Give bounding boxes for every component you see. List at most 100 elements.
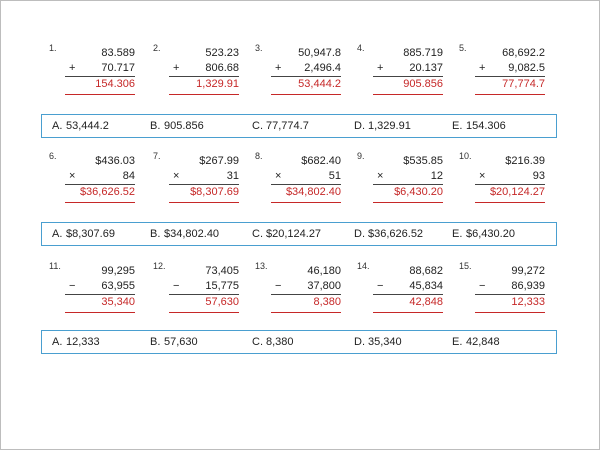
answer-underline bbox=[65, 94, 135, 95]
problem-number: 6. bbox=[49, 151, 57, 161]
answer-text: 77,774.7 bbox=[266, 120, 309, 132]
answer-text: $20,124.27 bbox=[266, 228, 322, 240]
answer-text: 35,340 bbox=[368, 336, 402, 348]
answer-text: $6,430.20 bbox=[466, 228, 515, 240]
problem-number: 12. bbox=[153, 261, 166, 271]
answer-underline bbox=[271, 202, 341, 203]
answer-underline bbox=[373, 94, 443, 95]
answer-text: 1,329.91 bbox=[368, 120, 411, 132]
answer-letter: E. bbox=[452, 336, 463, 348]
answer-value: 57,630 bbox=[205, 296, 239, 308]
sum-rule bbox=[475, 294, 545, 295]
answer-choice: C. 8,380 bbox=[252, 331, 294, 353]
answer-value: 905.856 bbox=[403, 78, 443, 90]
operand-bottom: 70.717 bbox=[101, 62, 135, 74]
problem: 7. $267.99 × 31 $8,307.69 bbox=[145, 151, 249, 213]
answer-text: $34,802.40 bbox=[164, 228, 220, 240]
problem: 12. 73,405 − 15,775 57,630 bbox=[145, 261, 249, 323]
sum-rule bbox=[169, 76, 239, 77]
operand-bottom: 12 bbox=[430, 170, 443, 182]
operand-bottom: 9,082.5 bbox=[508, 62, 545, 74]
operand-top: 68,692.2 bbox=[502, 47, 545, 59]
operand-top: 88,682 bbox=[409, 265, 443, 277]
operator-sign: − bbox=[275, 280, 282, 292]
sum-rule bbox=[271, 76, 341, 77]
operand-top: 83.589 bbox=[101, 47, 135, 59]
operand-top: 46,180 bbox=[307, 265, 341, 277]
answer-choice: D. 35,340 bbox=[354, 331, 402, 353]
operand-top: $436.03 bbox=[95, 155, 135, 167]
answer-choice: A. 12,333 bbox=[52, 331, 100, 353]
answer-choice: A. 53,444.2 bbox=[52, 115, 109, 137]
answer-letter: B. bbox=[150, 228, 161, 240]
problem: 14. 88,682 − 45,834 42,848 bbox=[349, 261, 453, 323]
answer-choice: E. 154.306 bbox=[452, 115, 506, 137]
operator-sign: − bbox=[479, 280, 486, 292]
answer-bank: A. 53,444.2 B. 905.856 C. 77,774.7 D. 1,329.91 E… bbox=[41, 114, 557, 138]
answer-value: $6,430.20 bbox=[394, 186, 443, 198]
problem-number: 4. bbox=[357, 43, 365, 53]
answer-underline bbox=[475, 202, 545, 203]
answer-value: 77,774.7 bbox=[502, 78, 545, 90]
operand-top: $535.85 bbox=[403, 155, 443, 167]
answer-letter: D. bbox=[354, 336, 365, 348]
operand-top: 99,295 bbox=[101, 265, 135, 277]
answer-choice: E. 42,848 bbox=[452, 331, 500, 353]
answer-underline bbox=[475, 94, 545, 95]
problem-row: 1. 83.589 +70.717 154.306 2. 523.23 +806.68 1,3… bbox=[41, 43, 561, 105]
answer-letter: A. bbox=[52, 120, 63, 132]
operand-top: 50,947.8 bbox=[298, 47, 341, 59]
answer-choice: C. $20,124.27 bbox=[252, 223, 321, 245]
answer-text: 8,380 bbox=[266, 336, 294, 348]
answer-underline bbox=[373, 312, 443, 313]
answer-value: 35,340 bbox=[101, 296, 135, 308]
answer-underline bbox=[169, 312, 239, 313]
answer-bank: A. $8,307.69 B. $34,802.40 C. $20,124.27 D. $36… bbox=[41, 222, 557, 246]
sum-rule bbox=[271, 294, 341, 295]
problem: 8. $682.40 × 51 $34,802.40 bbox=[247, 151, 351, 213]
answer-letter: C. bbox=[252, 120, 263, 132]
problem-number: 11. bbox=[49, 261, 61, 271]
sum-rule bbox=[475, 184, 545, 185]
answer-bank: A. 12,333 B. 57,630 C. 8,380 D. 35,340 E. 42,848 bbox=[41, 330, 557, 354]
sum-rule bbox=[169, 184, 239, 185]
operand-bottom: 45,834 bbox=[409, 280, 443, 292]
problem: 11. 99,295 − 63,955 35,340 bbox=[41, 261, 145, 323]
sum-rule bbox=[65, 294, 135, 295]
problem-row: 6. $436.03 × 84 $36,626.52 7. $267.99 × 31 $8,307… bbox=[41, 151, 561, 213]
operator-sign: + bbox=[69, 62, 76, 74]
operand-bottom: 20.137 bbox=[409, 62, 443, 74]
answer-letter: B. bbox=[150, 336, 161, 348]
answer-text: 154.306 bbox=[466, 120, 506, 132]
problem-number: 3. bbox=[255, 43, 263, 53]
operand-bottom: 84 bbox=[122, 170, 135, 182]
answer-choice: C. 77,774.7 bbox=[252, 115, 309, 137]
operand-bottom: 63,955 bbox=[101, 280, 135, 292]
operand-top: $682.40 bbox=[301, 155, 341, 167]
answer-text: $8,307.69 bbox=[66, 228, 115, 240]
problem-number: 1. bbox=[49, 43, 57, 53]
problem-row: 11. 99,295 − 63,955 35,340 12. 73,405 − 15,775 57… bbox=[41, 261, 561, 323]
answer-choice: D. 1,329.91 bbox=[354, 115, 411, 137]
operand-top: 523.23 bbox=[205, 47, 239, 59]
problem: 9. $535.85 × 12 $6,430.20 bbox=[349, 151, 453, 213]
problem-number: 5. bbox=[459, 43, 467, 53]
problem-number: 13. bbox=[255, 261, 268, 271]
answer-underline bbox=[373, 202, 443, 203]
sum-rule bbox=[373, 76, 443, 77]
answer-text: 42,848 bbox=[466, 336, 500, 348]
answer-underline bbox=[271, 94, 341, 95]
answer-letter: A. bbox=[52, 228, 63, 240]
problem: 4. 885.719 +20.137 905.856 bbox=[349, 43, 453, 105]
operator-sign: + bbox=[479, 62, 486, 74]
answer-value: $36,626.52 bbox=[79, 186, 135, 198]
answer-text: 57,630 bbox=[164, 336, 198, 348]
operand-top: 885.719 bbox=[403, 47, 443, 59]
answer-choice: A. $8,307.69 bbox=[52, 223, 115, 245]
operator-sign: × bbox=[377, 170, 384, 182]
operand-bottom: 86,939 bbox=[511, 280, 545, 292]
answer-text: 905.856 bbox=[164, 120, 204, 132]
answer-value: $20,124.27 bbox=[489, 186, 545, 198]
operand-bottom: 15,775 bbox=[205, 280, 239, 292]
